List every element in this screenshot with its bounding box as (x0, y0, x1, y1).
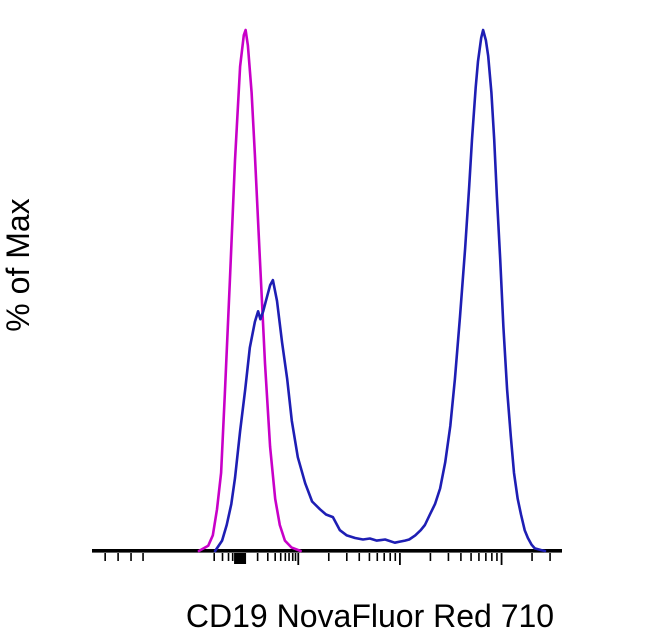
x-axis-minor-tick (227, 553, 230, 561)
x-axis-label: CD19 NovaFluor Red 710 (185, 598, 555, 634)
x-axis-minor-tick (394, 553, 397, 561)
x-axis-line (92, 549, 562, 553)
x-axis-minor-tick (485, 553, 487, 561)
cd19-stained-curve (213, 28, 547, 553)
x-axis-minor-tick (279, 553, 282, 561)
x-axis-minor-tick (213, 553, 215, 561)
x-axis-minor-tick (130, 553, 132, 561)
x-axis-minor-tick (496, 553, 498, 561)
x-axis-minor-tick (266, 553, 269, 561)
x-axis-minor-tick (531, 553, 533, 561)
x-axis-minor-tick (104, 553, 106, 561)
x-axis-minor-tick (491, 553, 493, 561)
x-axis-minor-tick (549, 553, 551, 561)
x-axis-minor-tick (221, 553, 224, 561)
x-axis-minor-tick (447, 553, 450, 561)
x-axis-minor-tick (368, 553, 371, 561)
x-axis-minor-tick (383, 553, 386, 561)
x-axis-minor-tick (231, 553, 234, 561)
x-axis-minor-tick (284, 553, 287, 561)
x-axis-minor-tick (327, 553, 330, 561)
x-axis-major-tick (500, 553, 503, 565)
x-axis-minor-tick (274, 553, 276, 561)
x-axis-minor-tick (460, 553, 462, 561)
x-axis-minor-tick (389, 553, 392, 561)
x-axis-minor-tick (291, 553, 294, 561)
x-axis-zero-tick-block (234, 553, 247, 564)
x-axis-major-tick (297, 553, 300, 565)
x-axis-minor-tick (288, 553, 290, 561)
x-axis-minor-tick (256, 553, 259, 561)
y-axis-label: % of Max (0, 198, 36, 332)
x-axis-minor-tick (376, 553, 379, 561)
x-axis-minor-tick (478, 553, 480, 561)
control-curve (197, 28, 302, 553)
x-axis-minor-tick (294, 553, 297, 561)
x-axis-minor-tick (470, 553, 472, 561)
x-axis-minor-tick (142, 553, 144, 561)
x-axis-minor-tick (358, 553, 361, 561)
x-axis-major-tick (399, 553, 401, 565)
x-axis-minor-tick (117, 553, 119, 561)
x-axis-minor-tick (429, 553, 432, 561)
x-axis-minor-tick (345, 553, 348, 561)
